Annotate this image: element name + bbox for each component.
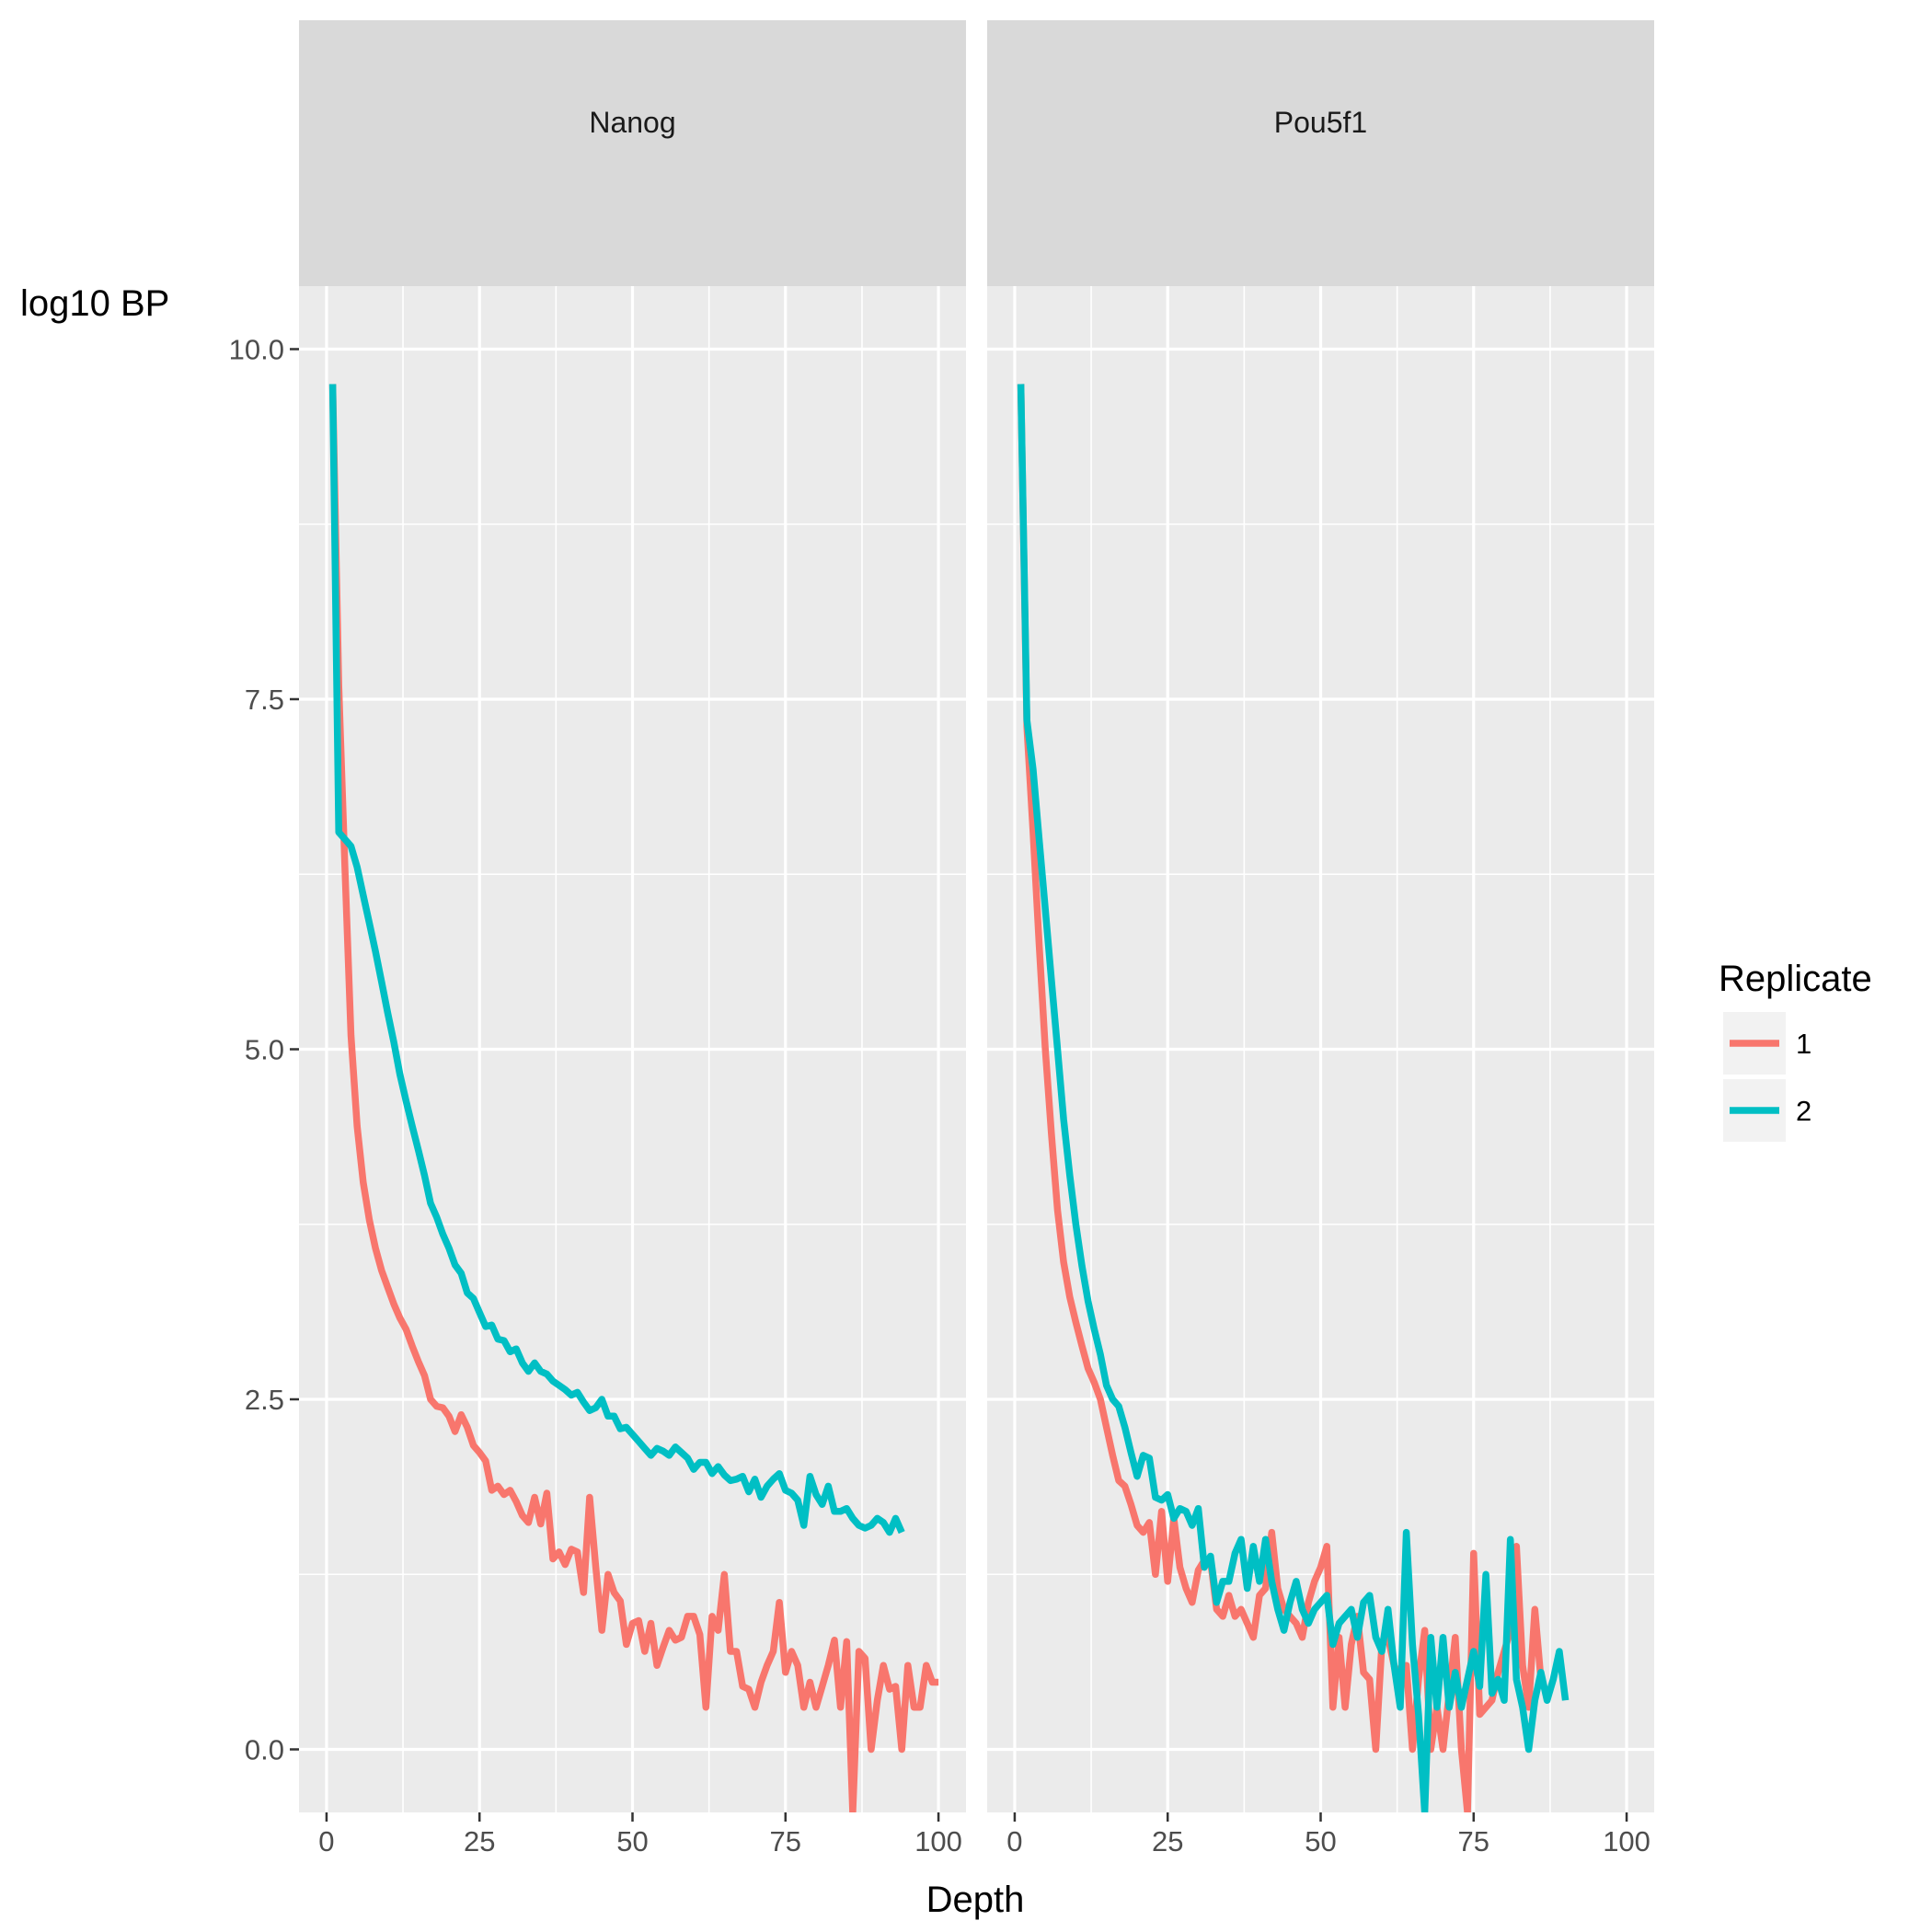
x-tick-label: 25 xyxy=(1152,1825,1183,1857)
legend-label-2: 2 xyxy=(1796,1095,1811,1127)
y-tick-label: 5.0 xyxy=(245,1034,284,1066)
facet-strip xyxy=(987,20,1654,286)
facet-strip-label: Pou5f1 xyxy=(1274,106,1367,139)
legend-title: Replicate xyxy=(1719,959,1872,999)
facet-strip xyxy=(299,20,966,286)
x-tick-label: 75 xyxy=(770,1825,801,1857)
y-tick-label: 2.5 xyxy=(245,1384,284,1416)
panel-nanog: Nanog 0 25 50 75 100 xyxy=(299,20,966,1857)
legend: Replicate 12 xyxy=(1719,959,1872,1142)
series-line-replicate-1 xyxy=(1017,384,1545,1812)
series-line-replicate-2 xyxy=(328,384,905,1536)
y-tick-label: 7.5 xyxy=(245,684,284,716)
x-tick-label: 25 xyxy=(464,1825,495,1857)
x-axis-title: Depth xyxy=(926,1880,1025,1920)
series-line-replicate-2 xyxy=(1017,384,1570,1812)
x-tick-label: 75 xyxy=(1458,1825,1489,1857)
panel-pou5f1: Pou5f1 0 25 50 75 100 xyxy=(987,20,1654,1857)
y-axis: 0.0 2.5 5.0 7.5 10.0 xyxy=(229,333,299,1766)
x-tick-label: 50 xyxy=(1305,1825,1336,1857)
legend-items: 12 xyxy=(1723,1012,1811,1142)
facet-strip-label: Nanog xyxy=(589,106,675,139)
y-tick-label: 0.0 xyxy=(245,1734,284,1766)
facet-panels: Nanog 0 25 50 75 100 Pou5f1 0 25 50 75 100 0.0 2.5 5.0… xyxy=(229,20,1654,1857)
x-tick-label: 100 xyxy=(1603,1825,1650,1857)
y-tick-label: 10.0 xyxy=(229,333,284,365)
x-tick-label: 50 xyxy=(616,1825,648,1857)
x-tick-label: 0 xyxy=(1006,1825,1022,1857)
series-line-replicate-1 xyxy=(328,384,939,1812)
x-tick-label: 0 xyxy=(318,1825,334,1857)
y-axis-title: log10 BP xyxy=(20,283,169,324)
legend-label-1: 1 xyxy=(1796,1028,1811,1060)
x-tick-label: 100 xyxy=(914,1825,962,1857)
